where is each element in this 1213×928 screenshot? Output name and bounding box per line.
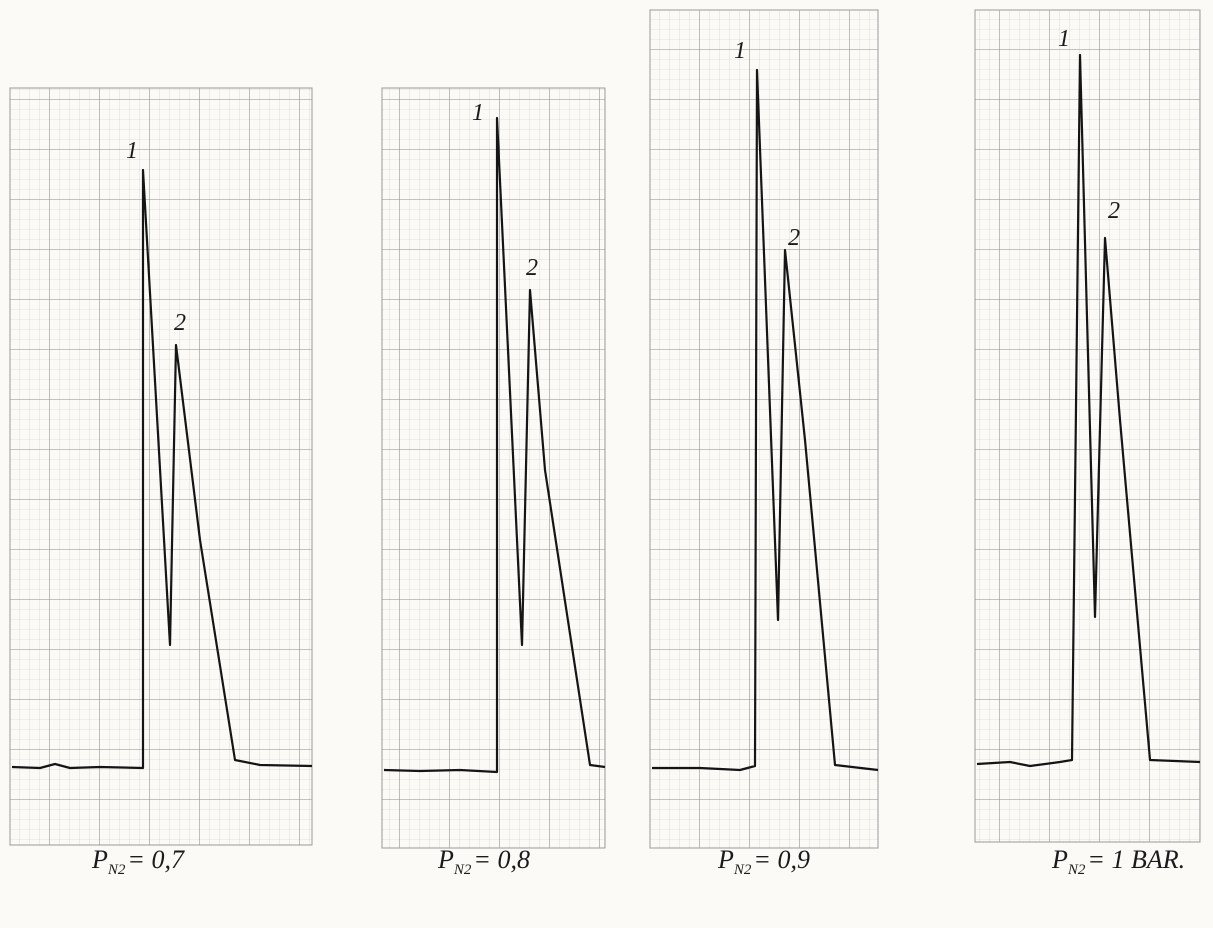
value: = 0,9 (753, 845, 810, 874)
peak-label: 2 (1108, 198, 1120, 224)
trace (976, 53, 1201, 768)
subscript: N2 (453, 862, 472, 878)
peak-label: 1 (126, 138, 138, 164)
symbol: P (717, 845, 734, 874)
graph-paper (9, 87, 313, 846)
peak-label: 1 (472, 100, 484, 126)
value: = 0,7 (127, 845, 185, 874)
value: = 0,8 (473, 845, 530, 874)
subscript: N2 (733, 862, 752, 878)
caption: PN2= 0,9 (717, 845, 810, 878)
peak-label: 2 (788, 225, 800, 251)
graph-paper (381, 87, 606, 849)
caption: PN2= 0,8 (437, 845, 530, 878)
caption: PN2= 1 BAR. (1051, 845, 1185, 878)
caption: PN2= 0,7 (91, 845, 185, 878)
trace (652, 68, 879, 772)
subscript: N2 (107, 862, 126, 878)
trace (11, 168, 313, 770)
peak-label: 1 (734, 38, 746, 64)
graph-paper (649, 9, 879, 849)
symbol: P (437, 845, 454, 874)
peak-label: 1 (1058, 26, 1070, 52)
peak-label: 2 (174, 310, 186, 336)
peak-label: 2 (526, 255, 538, 281)
symbol: P (1051, 845, 1068, 874)
graph-paper (974, 9, 1201, 843)
symbol: P (91, 845, 108, 874)
trace (383, 116, 606, 774)
value: = 1 BAR. (1087, 845, 1185, 874)
subscript: N2 (1067, 862, 1086, 878)
